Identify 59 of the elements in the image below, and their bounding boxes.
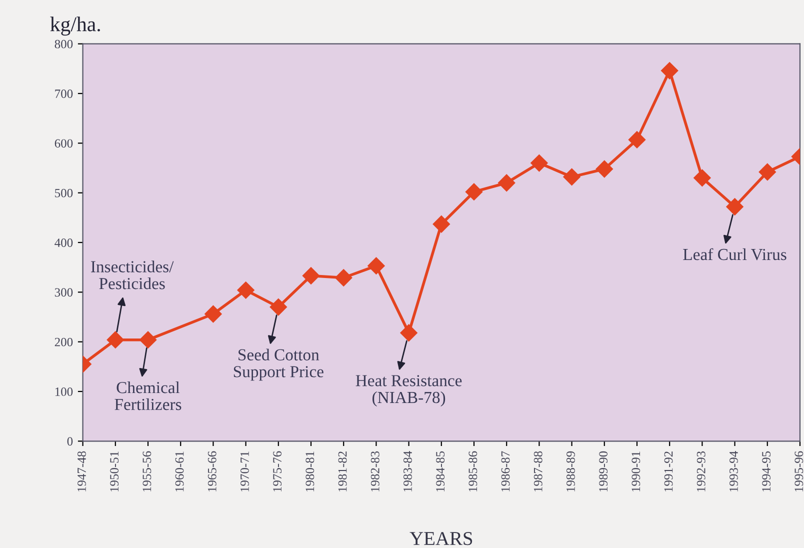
point [596, 160, 613, 178]
point [432, 216, 450, 233]
x-tick-label: 1975-76 [273, 451, 282, 492]
x-tick-label: 1988-89 [566, 451, 575, 492]
x-tick-label: 1994-95 [762, 451, 771, 492]
point [106, 331, 124, 348]
y-tick-label: 400 [54, 238, 73, 247]
x-tick-label: 1983-84 [403, 451, 412, 492]
x-tick-label: 1993-94 [730, 451, 738, 492]
x-tick-label: 1987-88 [534, 451, 542, 492]
annotation: Insecticides/ Pesticides [91, 260, 174, 290]
y-tick-label: 0 [67, 437, 73, 446]
x-axis-title: YEARS [410, 532, 472, 546]
annotation: Heat Resistance (NIAB-78) [356, 375, 462, 407]
y-tick-label: 600 [54, 139, 73, 148]
point [368, 257, 385, 274]
x-tick-label: 1991-92 [664, 452, 673, 492]
point [270, 298, 287, 316]
x-tick-label: 1981-82 [338, 452, 347, 492]
x-tick-label: 1950-51 [110, 452, 119, 492]
x-tick-label: 1955-56 [142, 451, 152, 492]
point [530, 154, 548, 172]
x-tick-label: 1960-61 [175, 452, 184, 492]
x-tick-label: 1970-71 [240, 452, 249, 492]
x-tick-label: 1985-86 [468, 451, 478, 492]
point [661, 62, 678, 80]
point [237, 282, 254, 299]
point [498, 174, 516, 192]
x-tick-label: 1965-66 [208, 451, 216, 492]
y-tick-label: 200 [54, 338, 73, 346]
x-tick-label: 1984-85 [436, 451, 445, 492]
point [335, 269, 352, 286]
annotation: Chemical Fertilizers [114, 381, 182, 410]
point [726, 198, 744, 216]
point [628, 131, 646, 148]
point [139, 331, 157, 348]
point [465, 183, 483, 200]
annotation: Leaf Curl Virus [683, 248, 786, 260]
x-tick-label: 1989-90 [599, 451, 608, 492]
point [302, 267, 320, 284]
y-tick-label: 700 [55, 90, 73, 98]
y-axis-title: kg/ha. [50, 16, 100, 36]
x-tick-label: 1982-83 [370, 451, 380, 492]
y-tick-label: 800 [54, 40, 73, 48]
point [400, 324, 418, 342]
point [758, 163, 776, 181]
y-tick-label: 300 [54, 288, 73, 297]
point [204, 305, 222, 323]
x-tick-label: 1992-93 [696, 451, 706, 492]
y-tick-label: 100 [55, 388, 73, 396]
point [694, 169, 711, 186]
x-tick-label: 1986-87 [501, 451, 510, 492]
x-tick-label: 1990-91 [632, 452, 640, 492]
x-tick-label: 1980-81 [306, 452, 314, 492]
x-tick-label: 1995-96 [794, 451, 804, 492]
x-tick-label: 1947-48 [78, 451, 86, 492]
y-tick-label: 500 [55, 188, 73, 198]
point [563, 168, 580, 186]
annotation: Seed Cotton Support Price [234, 348, 324, 381]
